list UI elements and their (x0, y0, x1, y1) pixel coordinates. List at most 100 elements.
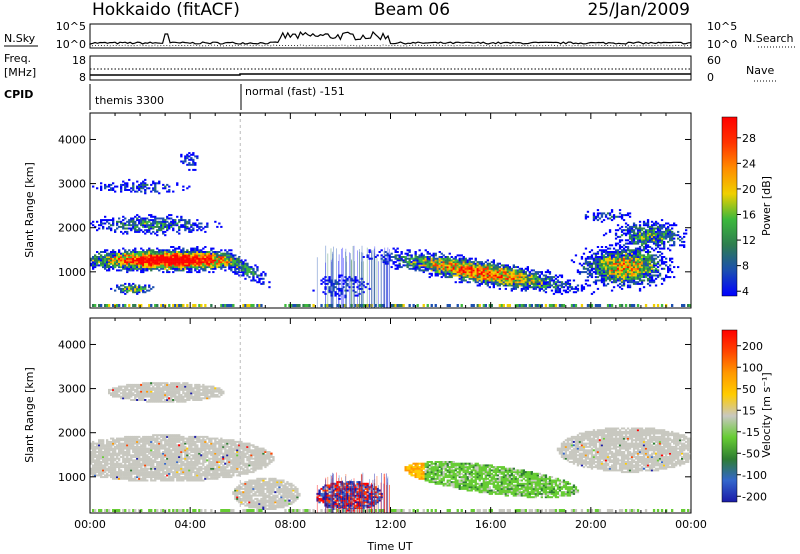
power-cell (440, 261, 443, 264)
power-cell (480, 276, 483, 279)
power-cell (134, 304, 137, 307)
power-cell (152, 224, 155, 227)
power-cell (671, 244, 674, 247)
power-cell (116, 220, 119, 223)
power-cell (546, 269, 550, 272)
velocity-cell (122, 454, 125, 457)
power-cell (608, 279, 612, 282)
power-cell (166, 259, 169, 262)
velocity-cell (132, 385, 135, 388)
power-cell (150, 251, 153, 253)
power-cell (594, 282, 598, 285)
power-cell (648, 239, 652, 242)
power-cell (644, 244, 648, 247)
power-cell (460, 262, 463, 265)
power-cell (652, 262, 656, 265)
power-cell (208, 264, 211, 267)
power-cell (92, 261, 95, 264)
power-cell (130, 261, 133, 264)
power-cell (198, 254, 201, 257)
power-cell (638, 225, 642, 228)
velocity-cell (136, 394, 139, 396)
power-cell (584, 262, 588, 265)
power-cell (196, 254, 199, 257)
velocity-cell (120, 476, 123, 479)
power-cell (240, 264, 243, 267)
power-cell (452, 271, 455, 274)
power-cell (669, 224, 672, 227)
power-cell (188, 256, 191, 258)
power-cell (244, 259, 247, 262)
power-cell (154, 185, 157, 188)
power-cell (460, 266, 463, 269)
power-cell (214, 252, 217, 255)
power-cell (228, 266, 231, 269)
power-cell (118, 269, 121, 272)
power-cell (614, 254, 618, 257)
power-cell (192, 264, 195, 267)
power-cell (628, 267, 632, 270)
power-cell (174, 269, 177, 272)
power-cell (116, 264, 119, 267)
power-cell (502, 269, 505, 272)
power-cell (134, 215, 137, 218)
power-cell (192, 247, 195, 250)
velocity-cell (158, 442, 161, 445)
power-cell (624, 261, 628, 264)
velocity-cell (148, 395, 151, 398)
power-cell (594, 266, 598, 269)
velocity-cell (132, 461, 135, 463)
power-cell (538, 274, 541, 277)
velocity-cell (140, 451, 143, 453)
power-cell (380, 254, 383, 257)
velocity-cell (134, 461, 137, 463)
velocity-cell (124, 444, 127, 447)
power-cell (182, 162, 185, 165)
power-cell (136, 266, 139, 269)
power-cell (608, 262, 612, 265)
power-cell (122, 257, 125, 260)
power-cell (632, 225, 636, 228)
power-cell (236, 267, 239, 270)
power-cell (642, 272, 646, 275)
power-cell (196, 271, 199, 274)
power-cell (478, 279, 481, 282)
power-cell (156, 304, 159, 307)
power-cell (638, 287, 642, 290)
velocity-cell (132, 472, 135, 475)
power-cell (650, 229, 654, 232)
power-cell (460, 281, 463, 284)
power-cell (544, 271, 548, 274)
power-cell (632, 252, 636, 255)
power-cell (168, 271, 171, 274)
power-cell (202, 269, 205, 272)
power-cell (458, 261, 461, 264)
power-cell (640, 281, 644, 284)
velocity-cell (156, 467, 159, 470)
power-cell (669, 267, 672, 270)
power-cell (136, 287, 139, 290)
power-cell (108, 262, 111, 265)
power-cell (634, 281, 638, 284)
power-cell (396, 257, 399, 260)
power-cell (428, 261, 431, 264)
power-cell (164, 254, 167, 257)
power-cell (610, 219, 614, 222)
power-cell (596, 267, 600, 270)
power-cell (154, 304, 157, 307)
power-cell (570, 259, 574, 262)
power-cell (412, 259, 415, 262)
power-cell (486, 281, 489, 284)
power-cell (222, 266, 225, 269)
power-cell (494, 279, 497, 282)
power-cell (652, 230, 656, 233)
velocity-cell (148, 447, 151, 450)
power-cell (640, 239, 644, 242)
power-cell (176, 251, 179, 253)
power-cell (592, 214, 596, 217)
power-cell (252, 272, 255, 275)
power-cell (100, 251, 103, 253)
power-cell (126, 182, 129, 185)
power-cell (638, 274, 642, 277)
velocity-cell (112, 442, 115, 445)
